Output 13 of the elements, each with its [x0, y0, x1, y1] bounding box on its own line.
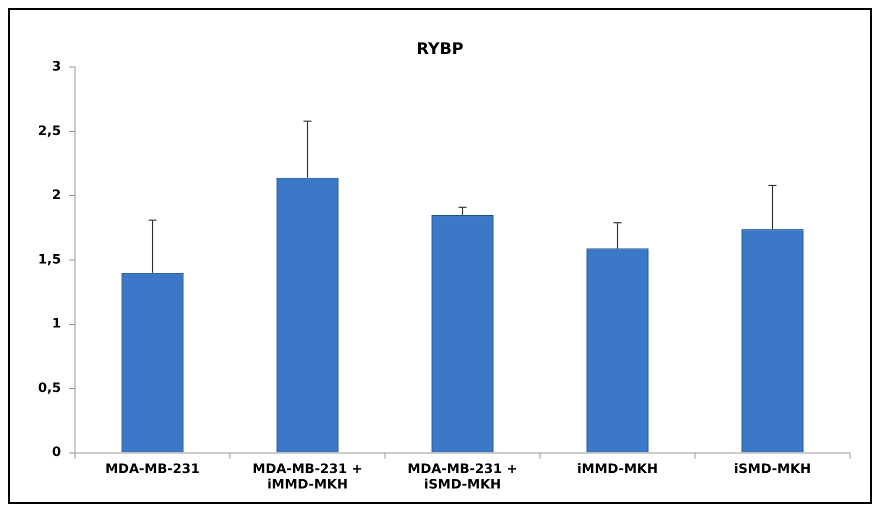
y-tick-label: 1	[52, 316, 62, 332]
chart-title: RYBP	[416, 38, 464, 58]
x-tick-label: iSMD-MKH	[734, 462, 812, 477]
y-tick-label: 2	[52, 188, 62, 204]
y-tick-label: 3	[52, 60, 62, 75]
x-tick-label: MDA-MB-231 + iSMD-MKH	[408, 462, 518, 493]
x-tick-label: iMMD-MKH	[577, 462, 658, 477]
y-tick-label: 2,5	[38, 124, 62, 139]
x-tick-label: MDA-MB-231	[105, 462, 200, 477]
y-tick-label: 1,5	[38, 252, 62, 268]
y-tick-label: 0,5	[38, 380, 62, 396]
y-tick-label: 0	[52, 445, 62, 460]
x-tick-label: MDA-MB-231 + iMMD-MKH	[252, 462, 363, 493]
